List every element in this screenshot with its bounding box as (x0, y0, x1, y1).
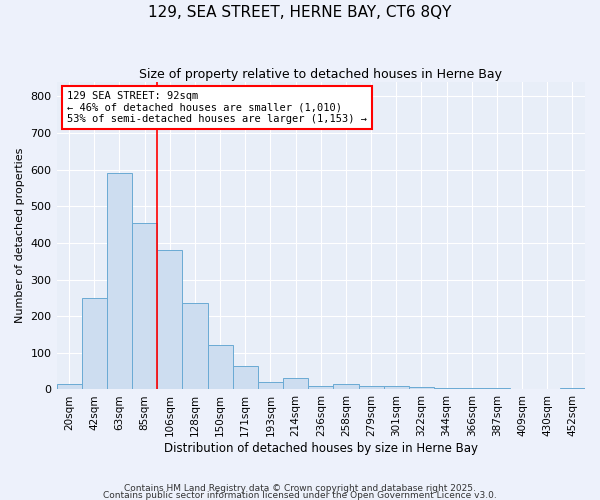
Bar (233, 366, 258, 390)
Bar (283, 378, 308, 390)
Bar (434, 388, 459, 390)
Bar (157, 250, 182, 390)
Bar (208, 346, 233, 390)
Bar (560, 388, 585, 390)
Text: 129, SEA STREET, HERNE BAY, CT6 8QY: 129, SEA STREET, HERNE BAY, CT6 8QY (148, 5, 452, 20)
Text: 129 SEA STREET: 92sqm
← 46% of detached houses are smaller (1,010)
53% of semi-d: 129 SEA STREET: 92sqm ← 46% of detached … (67, 91, 367, 124)
Bar (82, 298, 107, 390)
X-axis label: Distribution of detached houses by size in Herne Bay: Distribution of detached houses by size … (164, 442, 478, 455)
Bar (132, 222, 157, 390)
Bar (484, 388, 509, 390)
Bar (409, 386, 434, 390)
Bar (107, 174, 132, 390)
Bar (308, 386, 334, 390)
Bar (509, 388, 535, 390)
Bar (359, 386, 383, 390)
Y-axis label: Number of detached properties: Number of detached properties (15, 148, 25, 324)
Bar (56, 384, 82, 390)
Bar (383, 386, 409, 390)
Title: Size of property relative to detached houses in Herne Bay: Size of property relative to detached ho… (139, 68, 502, 80)
Bar (182, 304, 208, 390)
Bar (258, 382, 283, 390)
Text: Contains public sector information licensed under the Open Government Licence v3: Contains public sector information licen… (103, 491, 497, 500)
Bar (459, 388, 484, 390)
Text: Contains HM Land Registry data © Crown copyright and database right 2025.: Contains HM Land Registry data © Crown c… (124, 484, 476, 493)
Bar (334, 384, 359, 390)
